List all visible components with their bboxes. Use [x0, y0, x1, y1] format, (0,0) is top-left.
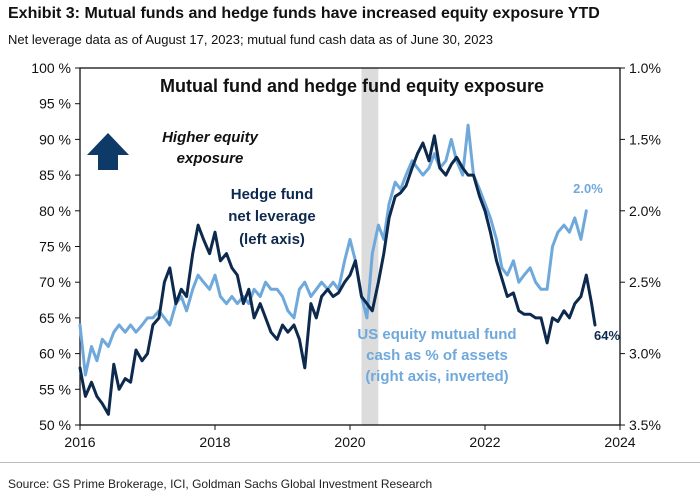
x-tick-label: 2020: [334, 434, 365, 450]
left-tick-label: 85 %: [39, 167, 71, 183]
left-tick-label: 60 %: [39, 346, 71, 362]
chart-title: Mutual fund and hedge fund equity exposu…: [160, 76, 544, 96]
series-lines: [78, 123, 597, 416]
left-tick-label: 55 %: [39, 381, 71, 397]
exhibit-subtitle: Net leverage data as of August 17, 2023;…: [8, 32, 493, 47]
x-tick-label: 2022: [469, 434, 500, 450]
hedge-fund-line: [78, 134, 597, 416]
left-axis: 50 % 55 % 60 % 65 % 70 % 75 % 80 % 85 % 90 % 95 %…: [31, 60, 80, 433]
mutual-fund-label-line1: US equity mutual fund: [357, 326, 516, 343]
hedge-fund-label-line3: (left axis): [239, 231, 305, 248]
left-tick-label: 90 %: [39, 131, 71, 147]
left-tick-label: 95 %: [39, 96, 71, 112]
plot-frame: [79, 67, 621, 426]
right-axis: 1.0% 1.5% 2.0% 2.5% 3.0% 3.5%: [620, 60, 661, 433]
right-tick-label: 2.5%: [629, 274, 661, 290]
hedge-fund-label-line2: net leverage: [228, 208, 316, 225]
hedge-fund-end-label: 64%: [594, 328, 620, 343]
x-tick-label: 2018: [199, 434, 230, 450]
exhibit-title: Exhibit 3: Mutual funds and hedge funds …: [8, 5, 600, 22]
higher-exposure-label-line1: Higher equity: [162, 129, 259, 146]
footer-divider: [0, 462, 700, 463]
equity-exposure-chart: 50 % 55 % 60 % 65 % 70 % 75 % 80 % 85 % 90 % 95 %…: [31, 60, 661, 450]
x-tick-label: 2024: [604, 434, 635, 450]
right-tick-label: 3.5%: [629, 417, 661, 433]
mutual-fund-line: [78, 123, 588, 377]
left-tick-label: 70 %: [39, 274, 71, 290]
x-tick-label: 2016: [64, 434, 95, 450]
source-note: Source: GS Prime Brokerage, ICI, Goldman…: [8, 477, 433, 491]
right-tick-label: 3.0%: [629, 346, 661, 362]
left-tick-label: 75 %: [39, 239, 71, 255]
right-tick-label: 2.0%: [629, 203, 661, 219]
left-tick-label: 65 %: [39, 310, 71, 326]
left-tick-label: 50 %: [39, 417, 71, 433]
mutual-fund-label-line2: cash as % of assets: [366, 347, 508, 364]
covid-shaded-period: [361, 68, 379, 425]
mutual-fund-label-line3: (right axis, inverted): [365, 368, 508, 385]
right-tick-label: 1.0%: [629, 60, 661, 76]
left-tick-label: 80 %: [39, 203, 71, 219]
hedge-fund-label-line1: Hedge fund: [231, 186, 314, 203]
higher-exposure-label-line2: exposure: [177, 150, 244, 167]
x-axis: 2016 2018 2020 2022 2024: [64, 425, 636, 450]
right-tick-label: 1.5%: [629, 131, 661, 147]
left-tick-label: 100 %: [31, 60, 71, 76]
mutual-fund-end-label: 2.0%: [573, 181, 603, 196]
up-arrow-icon: [87, 133, 129, 170]
